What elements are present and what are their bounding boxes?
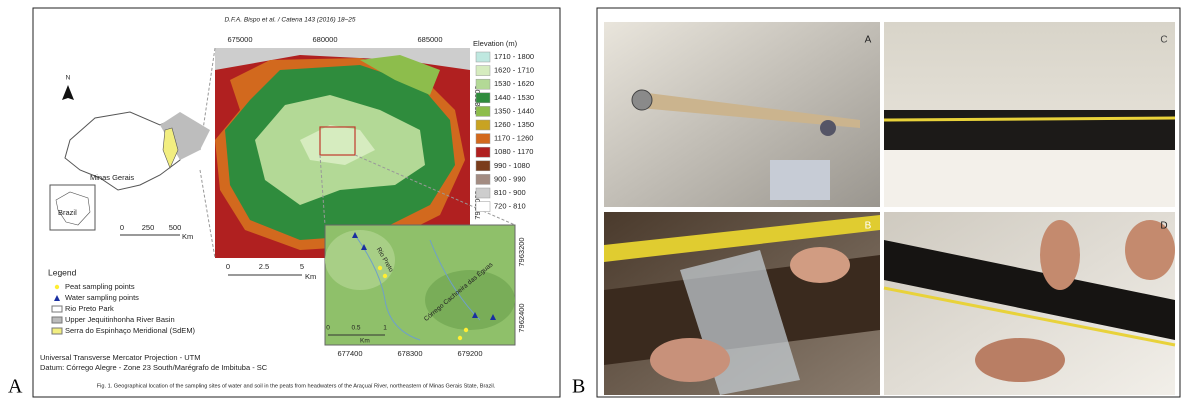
elevation-label: 1350 - 1440 <box>494 106 534 115</box>
scale-label: Km <box>305 272 316 281</box>
elevation-swatch <box>476 174 490 184</box>
country-label: Brazil <box>58 208 77 217</box>
x-coord: 685000 <box>417 35 442 44</box>
elevation-swatch <box>476 202 490 212</box>
legend-title: Legend <box>48 267 77 277</box>
elevation-title: Elevation (m) <box>473 39 518 48</box>
scale-label: 2.5 <box>259 262 269 271</box>
legend-item: Rio Preto Park <box>65 304 114 313</box>
scale-label: 0 <box>326 325 330 332</box>
caption: Fig. 1. Geographical location of the sam… <box>97 383 496 389</box>
scale-label: 5 <box>300 262 304 271</box>
scale-label: 1 <box>383 325 387 332</box>
elevation-swatch <box>476 134 490 144</box>
elevation-swatch <box>476 188 490 198</box>
panel-label: A <box>8 376 23 398</box>
elevation-swatch <box>476 79 490 89</box>
page: {"panel_labels": {"a": "A", "b": "B"}, "… <box>0 0 1184 401</box>
y-coord: 7962400 <box>517 303 526 332</box>
legend-item: Upper Jequitinhonha River Basin <box>65 315 175 324</box>
scale-label: 500 <box>169 223 182 232</box>
elevation-swatch <box>476 120 490 130</box>
legend-item: Peat sampling points <box>65 282 135 291</box>
photo <box>604 22 880 207</box>
elevation-label: 1710 - 1800 <box>494 52 534 61</box>
elevation-label: 1260 - 1350 <box>494 120 534 129</box>
elevation-swatch <box>476 161 490 171</box>
x-coord: 675000 <box>227 35 252 44</box>
photo-label: B <box>865 221 872 232</box>
x-coord: 678300 <box>397 349 422 358</box>
elevation-label: 810 - 900 <box>494 188 526 197</box>
scale-label: 250 <box>142 223 155 232</box>
photo-label: C <box>1160 35 1167 46</box>
photo-label: A <box>865 35 872 46</box>
projection: Universal Transverse Mercator Projection… <box>40 353 200 362</box>
photo <box>884 212 1175 395</box>
scale-label: 0.5 <box>351 325 360 332</box>
elevation-label: 990 - 1080 <box>494 161 530 170</box>
scale-label: 0 <box>226 262 230 271</box>
elevation-swatch <box>476 66 490 76</box>
x-coord: 677400 <box>337 349 362 358</box>
panel-label: B <box>572 376 585 398</box>
elevation-label: 1620 - 1710 <box>494 66 534 75</box>
projection: Datum: Córrego Alegre - Zone 23 South/Ma… <box>40 363 268 372</box>
elevation-label: 1440 - 1530 <box>494 93 534 102</box>
scale-label: Km <box>360 338 370 345</box>
elevation-swatch <box>476 147 490 157</box>
legend-item: Water sampling points <box>65 293 139 302</box>
elevation-label: 720 - 810 <box>494 202 526 211</box>
figure: A D.F.A. Bispo et al. / Catena 143 (2016… <box>0 0 1184 401</box>
state-label: Minas Gerais <box>90 173 134 182</box>
photo <box>604 212 880 395</box>
header: D.F.A. Bispo et al. / Catena 143 (2016) … <box>224 17 355 24</box>
elevation-swatch <box>476 52 490 62</box>
photo-label: D <box>1160 221 1167 232</box>
elevation-swatch <box>476 93 490 103</box>
photo <box>884 22 1175 207</box>
scale-label: 0 <box>120 223 124 232</box>
elevation-label: 1170 - 1260 <box>494 134 533 143</box>
elevation-swatch <box>476 106 490 116</box>
elevation-label: 900 - 990 <box>494 174 526 183</box>
y-coord: 7963200 <box>517 237 526 266</box>
elevation-label: 1080 - 1170 <box>494 147 533 156</box>
elevation-label: 1530 - 1620 <box>494 79 534 88</box>
x-coord: 680000 <box>312 35 337 44</box>
legend-item: Serra do Espinhaço Meridional (SdEM) <box>65 326 196 335</box>
x-coord: 679200 <box>457 349 482 358</box>
north-label: N <box>66 75 71 82</box>
scale-label: Km <box>182 232 193 241</box>
